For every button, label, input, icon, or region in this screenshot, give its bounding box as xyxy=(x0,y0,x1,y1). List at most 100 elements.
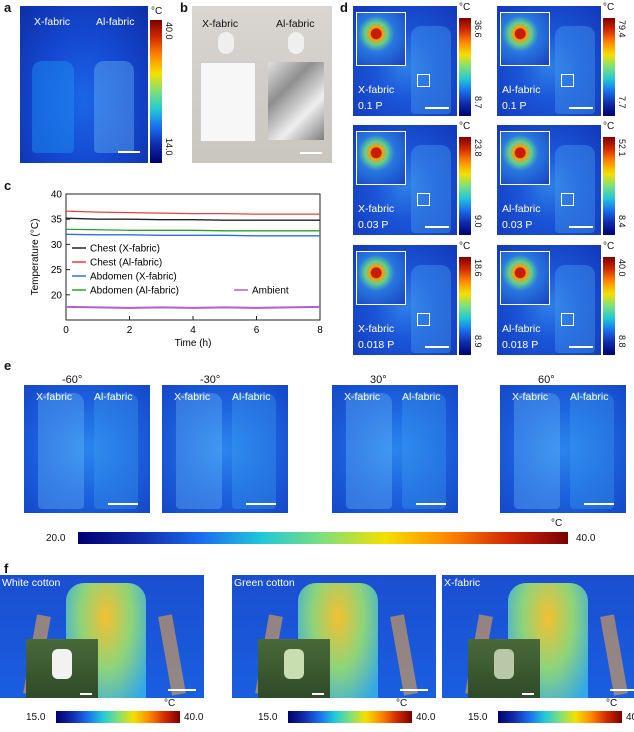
magnified-inset xyxy=(356,131,406,185)
unit-label: °C xyxy=(606,698,618,709)
scale-bar xyxy=(246,503,276,505)
panel-d-power-label: 0.1 P xyxy=(358,100,383,112)
panel-d-colorbar xyxy=(603,137,615,235)
scale-bar xyxy=(300,152,322,154)
scale-bar xyxy=(416,503,446,505)
panel-a-al-fabric-label: Al-fabric xyxy=(96,16,135,28)
scale-bar xyxy=(425,346,449,348)
magnified-inset xyxy=(356,251,406,305)
series-line-abdomen-al-fabric- xyxy=(65,228,320,232)
panel-e-colorbar xyxy=(78,532,568,544)
colorbar-max: 36.6 xyxy=(473,20,483,38)
colorbar-min: 9.0 xyxy=(473,215,483,228)
magnified-inset xyxy=(356,12,406,66)
scale-bar xyxy=(569,346,593,348)
legend-entry: Abdomen (Al-fabric) xyxy=(90,286,179,297)
series-line-chest-al-fabric- xyxy=(65,210,320,215)
scale-bar xyxy=(425,107,449,109)
angle-label: -60° xyxy=(62,374,83,386)
scale-bar xyxy=(569,107,593,109)
panel-f-title: Green cotton xyxy=(234,577,295,589)
legend-entry: Chest (X-fabric) xyxy=(90,244,160,255)
panel-label-d: d xyxy=(340,0,348,15)
colorbar-min: 7.7 xyxy=(617,96,627,109)
arm-heat-region xyxy=(390,614,418,696)
colorbar-max: 40.0 xyxy=(416,712,436,723)
panel-f-thermal-image: White cotton xyxy=(0,575,204,698)
angle-label: 30° xyxy=(370,374,387,386)
x-tick-label: 2 xyxy=(127,325,133,336)
al-fabric-vest xyxy=(268,62,324,140)
series-line-chest-x-fabric- xyxy=(65,217,320,221)
colorbar-min: 8.8 xyxy=(617,335,627,348)
panel-f-colorbar xyxy=(56,711,180,723)
panel-e-al-fabric-label: Al-fabric xyxy=(232,391,271,403)
panel-label-a: a xyxy=(4,0,12,15)
panel-d-thermal-image: Al-fabric 0.03 P xyxy=(497,125,601,235)
panel-b-x-fabric-label: X-fabric xyxy=(202,18,239,30)
panel-d-thermal-image: X-fabric 0.018 P xyxy=(353,245,457,355)
panel-e-x-fabric-label: X-fabric xyxy=(512,391,549,403)
x-tick-label: 8 xyxy=(317,325,323,336)
panel-e-x-fabric-label: X-fabric xyxy=(344,391,381,403)
colorbar-min: 8.7 xyxy=(473,96,483,109)
scale-bar xyxy=(610,689,634,691)
panel-d-colorbar xyxy=(459,257,471,355)
panel-d-fabric-label: Al-fabric xyxy=(502,323,541,335)
colorbar-min: 14.0 xyxy=(164,138,174,156)
panel-f-title: White cotton xyxy=(2,577,61,589)
heat-source-marker xyxy=(417,193,430,206)
panel-a-colorbar xyxy=(150,20,162,163)
panel-d-colorbar xyxy=(459,18,471,116)
colorbar-min: 15.0 xyxy=(26,712,46,723)
panel-d-power-label: 0.018 P xyxy=(358,339,395,351)
unit-label: °C xyxy=(603,2,615,13)
angle-label: 60° xyxy=(538,374,555,386)
panel-f-thermal-image: X-fabric xyxy=(442,575,634,698)
colorbar-max: 79.4 xyxy=(617,20,627,38)
unit-label: °C xyxy=(459,241,471,252)
garment xyxy=(284,649,304,679)
y-tick-label: 20 xyxy=(51,290,63,301)
panel-e-thermal-image: X-fabric Al-fabric xyxy=(332,385,458,513)
panel-e-x-fabric-label: X-fabric xyxy=(174,391,211,403)
panel-d-thermal-image: X-fabric 0.03 P xyxy=(353,125,457,235)
panel-e-al-fabric-label: Al-fabric xyxy=(402,391,441,403)
heat-source-marker xyxy=(417,313,430,326)
scale-bar xyxy=(168,689,196,691)
y-tick-label: 35 xyxy=(51,215,63,226)
arm-heat-region xyxy=(158,614,186,696)
panel-b-photo: X-fabric Al-fabric xyxy=(192,6,332,163)
panel-d-thermal-image: Al-fabric 0.018 P xyxy=(497,245,601,355)
panel-f-title: X-fabric xyxy=(444,577,481,589)
x-tick-label: 0 xyxy=(63,325,69,336)
heat-source-marker xyxy=(561,74,574,87)
scale-bar xyxy=(584,503,614,505)
panel-d-power-label: 0.03 P xyxy=(358,219,389,231)
unit-label: °C xyxy=(603,121,615,132)
unit-label: °C xyxy=(459,2,471,13)
scale-bar xyxy=(569,226,593,228)
colorbar-max: 40.0 xyxy=(184,712,204,723)
panel-e-x-fabric-label: X-fabric xyxy=(36,391,73,403)
scale-bar xyxy=(80,693,92,695)
colorbar-max: 40.0 xyxy=(164,22,174,40)
colorbar-max: 40.0 xyxy=(626,712,634,723)
unit-label: °C xyxy=(459,121,471,132)
heat-source-marker xyxy=(417,74,430,87)
panel-f-thermal-image: Green cotton xyxy=(232,575,436,698)
panel-label-f: f xyxy=(4,561,9,576)
magnified-inset xyxy=(500,12,550,66)
panel-label-e: e xyxy=(4,358,12,373)
panel-label-c: c xyxy=(4,178,12,193)
series-line-ambient xyxy=(65,305,321,309)
scale-bar xyxy=(400,689,428,691)
unit-label: °C xyxy=(551,518,563,529)
arm-heat-region xyxy=(600,614,628,696)
unit-label: °C xyxy=(164,698,176,709)
scale-bar xyxy=(312,693,324,695)
legend-entry: Abdomen (X-fabric) xyxy=(90,272,177,283)
panel-a-thermal-image: X-fabric Al-fabric xyxy=(20,6,148,163)
scale-bar xyxy=(522,693,534,695)
panel-d-fabric-label: Al-fabric xyxy=(502,203,541,215)
